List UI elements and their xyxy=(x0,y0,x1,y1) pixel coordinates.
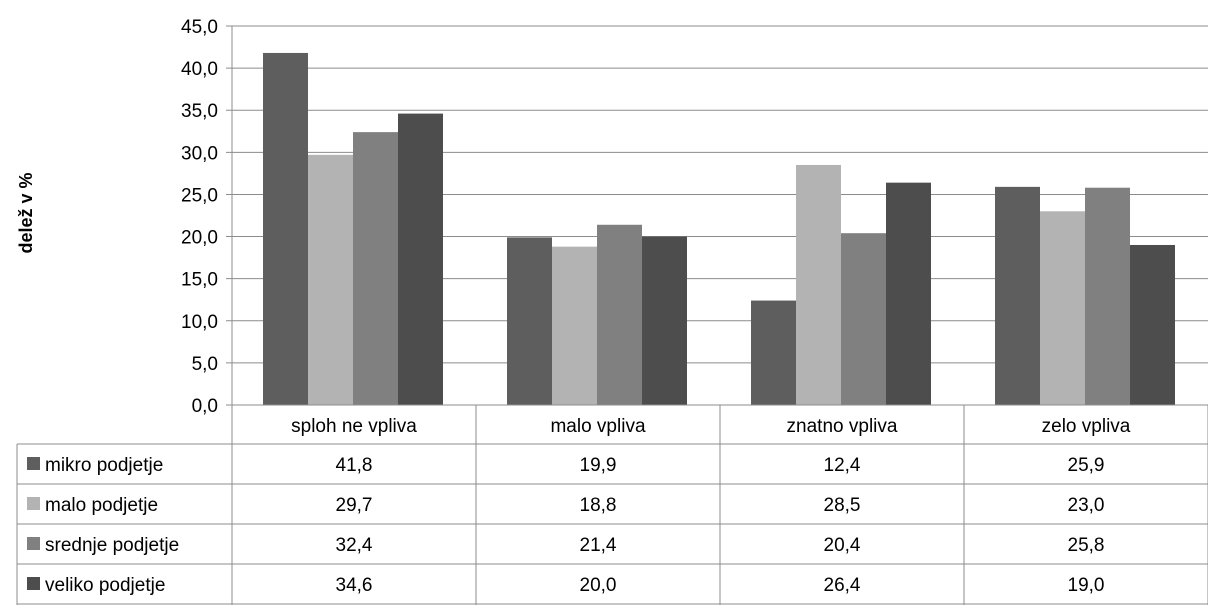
y-tick-label: 35,0 xyxy=(181,101,218,122)
data-label: 25,8 xyxy=(1068,535,1105,556)
category-label: sploh ne vpliva xyxy=(291,416,417,437)
y-tick-label: 20,0 xyxy=(181,228,218,249)
y-axis-ticks: 0,0 5,0 10,0 15,0 20,0 25,0 30,0 35,0 40,0 45,0 xyxy=(181,17,218,417)
y-tick-label: 25,0 xyxy=(181,185,218,206)
legend-key xyxy=(27,457,40,470)
bar-malo-podjetje-3 xyxy=(1040,211,1085,405)
data-label: 41,8 xyxy=(336,455,373,476)
y-tick-label: 40,0 xyxy=(181,59,218,80)
data-label: 20,4 xyxy=(824,535,861,556)
data-label: 20,0 xyxy=(580,575,617,596)
legend-label: srednje podjetje xyxy=(45,535,179,556)
bar-mikro-podjetje-0 xyxy=(263,52,308,405)
bar-veliko-podjetje-2 xyxy=(886,182,931,405)
bar-srednje-podjetje-0 xyxy=(353,132,398,405)
y-tick-label: 10,0 xyxy=(181,312,218,333)
bar-mikro-podjetje-1 xyxy=(507,237,552,405)
bar-malo-podjetje-2 xyxy=(796,164,841,405)
legend-key xyxy=(27,537,40,550)
y-tick-label: 0,0 xyxy=(192,396,218,417)
y-tick-label: 5,0 xyxy=(192,354,218,375)
y-tick-label: 30,0 xyxy=(181,143,218,164)
bar-malo-podjetje-1 xyxy=(552,246,597,405)
y-tick-label: 15,0 xyxy=(181,270,218,291)
bar-srednje-podjetje-2 xyxy=(841,233,886,405)
data-label: 29,7 xyxy=(336,495,373,516)
data-label: 34,6 xyxy=(336,575,373,596)
legend-label: mikro podjetje xyxy=(45,455,163,476)
category-label: znatno vpliva xyxy=(787,416,898,437)
legend-label: malo podjetje xyxy=(45,495,158,516)
data-label: 23,0 xyxy=(1068,495,1105,516)
data-label: 12,4 xyxy=(824,455,861,476)
data-label: 19,0 xyxy=(1068,575,1105,596)
bar-srednje-podjetje-3 xyxy=(1085,187,1130,405)
legend-key xyxy=(27,497,40,510)
bar-srednje-podjetje-1 xyxy=(597,224,642,405)
bar-mikro-podjetje-2 xyxy=(751,300,796,405)
bar-veliko-podjetje-0 xyxy=(398,113,443,405)
data-table: sploh ne vpliva malo vpliva znatno vpliva z… xyxy=(16,404,1208,605)
data-label: 19,9 xyxy=(580,455,617,476)
data-label: 18,8 xyxy=(580,495,617,516)
data-label: 25,9 xyxy=(1068,455,1105,476)
category-label: zelo vpliva xyxy=(1042,416,1131,437)
bar-veliko-podjetje-3 xyxy=(1130,244,1175,405)
category-label: malo vpliva xyxy=(550,416,645,437)
bar-mikro-podjetje-3 xyxy=(995,186,1040,405)
bar-malo-podjetje-0 xyxy=(308,154,353,405)
data-label: 32,4 xyxy=(336,535,373,556)
legend-label: veliko podjetje xyxy=(45,575,165,596)
data-label: 26,4 xyxy=(824,575,861,596)
bars xyxy=(263,52,1175,405)
data-label: 28,5 xyxy=(824,495,861,516)
y-axis-label: delež v % xyxy=(16,172,36,253)
legend-key xyxy=(27,577,40,590)
y-tick-label: 45,0 xyxy=(181,17,218,38)
data-label: 21,4 xyxy=(580,535,617,556)
bar-veliko-podjetje-1 xyxy=(642,236,687,405)
